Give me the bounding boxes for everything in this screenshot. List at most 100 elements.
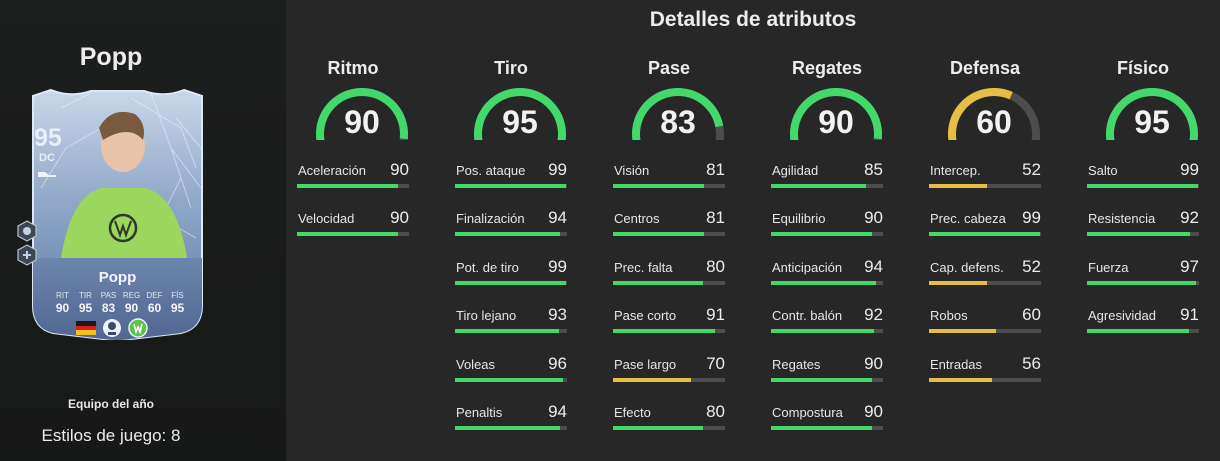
card-stats: RIT 90 TIR 95 PAS 83 REG 90 DEF 60 FÍS 95 bbox=[51, 291, 189, 315]
stat-label: Efecto bbox=[614, 405, 651, 420]
stat-row: Intercep. 52 bbox=[929, 160, 1041, 211]
stat-row: Velocidad 90 bbox=[297, 208, 409, 259]
card-stat: RIT 90 bbox=[51, 291, 74, 315]
stat-bar-fill bbox=[613, 281, 703, 285]
team-label: Equipo del año bbox=[68, 397, 154, 411]
playstyle-plus-badge-icon bbox=[17, 244, 37, 266]
stat-label: Voleas bbox=[456, 357, 496, 372]
stat-value: 85 bbox=[864, 160, 883, 179]
stat-row: Agilidad 85 bbox=[771, 160, 883, 211]
playstyle-badge-icon bbox=[17, 220, 37, 242]
stat-bar bbox=[613, 232, 725, 236]
stat-bar-fill bbox=[297, 184, 398, 188]
stat-value: 99 bbox=[1180, 160, 1199, 179]
stat-label: Velocidad bbox=[298, 211, 355, 226]
card-stat-label: REG bbox=[122, 291, 141, 300]
stat-row: Regates 90 bbox=[771, 354, 883, 405]
stat-value: 97 bbox=[1180, 257, 1199, 276]
category-name: Pase bbox=[647, 58, 691, 78]
card-stat: PAS 83 bbox=[97, 291, 120, 315]
card-stat-label: RIT bbox=[56, 291, 69, 300]
stat-row: Contr. balón 92 bbox=[771, 305, 883, 356]
attributes-title: Detalles de atributos bbox=[649, 8, 857, 31]
stat-row: Robos 60 bbox=[929, 305, 1041, 356]
stat-bar bbox=[613, 281, 725, 285]
stat-bar-fill bbox=[929, 378, 992, 382]
stat-row: Pase largo 70 bbox=[613, 354, 725, 405]
category-value: 90 bbox=[818, 104, 854, 140]
stat-bar bbox=[1087, 184, 1199, 188]
stat-row: Salto 99 bbox=[1087, 160, 1199, 211]
stat-value: 91 bbox=[1180, 305, 1199, 324]
stat-value: 94 bbox=[864, 257, 883, 276]
gauge-fill bbox=[632, 88, 724, 158]
card-stat: TIR 95 bbox=[74, 291, 97, 315]
stat-label: Fuerza bbox=[1088, 260, 1129, 275]
stat-row: Fuerza 97 bbox=[1087, 257, 1199, 308]
stat-value: 56 bbox=[1022, 354, 1041, 373]
gauge-fill bbox=[790, 88, 882, 158]
player-name-title: Popp bbox=[79, 43, 143, 71]
stat-value: 52 bbox=[1022, 257, 1041, 276]
stat-bar bbox=[929, 232, 1041, 236]
stat-bar bbox=[455, 184, 567, 188]
stat-bar-fill bbox=[297, 232, 398, 236]
stat-label: Tiro lejano bbox=[456, 308, 517, 323]
playstyles-count[interactable]: Estilos de juego: 8 bbox=[41, 426, 181, 445]
stat-value: 92 bbox=[1180, 208, 1199, 227]
stat-value: 81 bbox=[706, 160, 725, 179]
stat-row: Entradas 56 bbox=[929, 354, 1041, 405]
stat-row: Visión 81 bbox=[613, 160, 725, 211]
card-player-name: Popp bbox=[98, 269, 137, 286]
stat-row: Finalización 94 bbox=[455, 208, 567, 259]
stat-bar bbox=[771, 184, 883, 188]
stat-value: 80 bbox=[706, 257, 725, 276]
category-gauge: 90 bbox=[314, 88, 410, 158]
stat-bar-fill bbox=[613, 426, 703, 430]
stat-label: Prec. falta bbox=[614, 260, 673, 275]
card-stat: DEF 60 bbox=[143, 291, 166, 315]
stat-label: Anticipación bbox=[772, 260, 843, 275]
stat-row: Pase corto 91 bbox=[613, 305, 725, 356]
stat-row: Compostura 90 bbox=[771, 402, 883, 453]
card-stat-value: 90 bbox=[124, 301, 139, 315]
stat-bar bbox=[297, 232, 409, 236]
stat-label: Agilidad bbox=[772, 163, 819, 178]
gauge-fill bbox=[474, 88, 566, 158]
stat-bar-fill bbox=[455, 329, 560, 333]
stat-bar-fill bbox=[455, 184, 566, 188]
stat-bar-fill bbox=[613, 232, 704, 236]
stat-bar-fill bbox=[613, 184, 704, 188]
category-value: 83 bbox=[660, 104, 696, 140]
gauge-fill bbox=[316, 88, 408, 158]
stat-label: Aceleración bbox=[298, 163, 366, 178]
stat-bar bbox=[771, 281, 883, 285]
stat-label: Intercep. bbox=[930, 163, 981, 178]
stat-value: 91 bbox=[706, 305, 725, 324]
stat-bar bbox=[455, 281, 567, 285]
stat-bar-fill bbox=[455, 232, 561, 236]
stat-row: Efecto 80 bbox=[613, 402, 725, 453]
club-logo-icon bbox=[128, 318, 148, 338]
card-rating: 95 bbox=[34, 124, 62, 152]
stat-row: Centros 81 bbox=[613, 208, 725, 259]
stat-bar-fill bbox=[929, 184, 988, 188]
stat-bar bbox=[929, 329, 1041, 333]
card-stat-label: FÍS bbox=[171, 291, 184, 300]
stat-bar bbox=[455, 232, 567, 236]
stat-bar bbox=[1087, 281, 1199, 285]
stat-bar-fill bbox=[771, 281, 877, 285]
stat-label: Finalización bbox=[456, 211, 525, 226]
stat-label: Centros bbox=[614, 211, 660, 226]
category-name: Ritmo bbox=[327, 58, 379, 78]
stat-bar-fill bbox=[455, 281, 566, 285]
stat-label: Entradas bbox=[930, 357, 983, 372]
stat-bar-fill bbox=[455, 378, 563, 382]
player-card[interactable]: 95 DC Popp RIT 90 TIR 95 PAS 83 REG 90 DEF 60 FÍS 9… bbox=[31, 88, 204, 340]
stat-bar bbox=[929, 281, 1041, 285]
category-gauge: 83 bbox=[630, 88, 726, 158]
player-panel: Popp bbox=[0, 0, 286, 461]
stat-value: 90 bbox=[864, 208, 883, 227]
category-name: Regates bbox=[791, 58, 863, 78]
category-value: 95 bbox=[1134, 104, 1170, 140]
